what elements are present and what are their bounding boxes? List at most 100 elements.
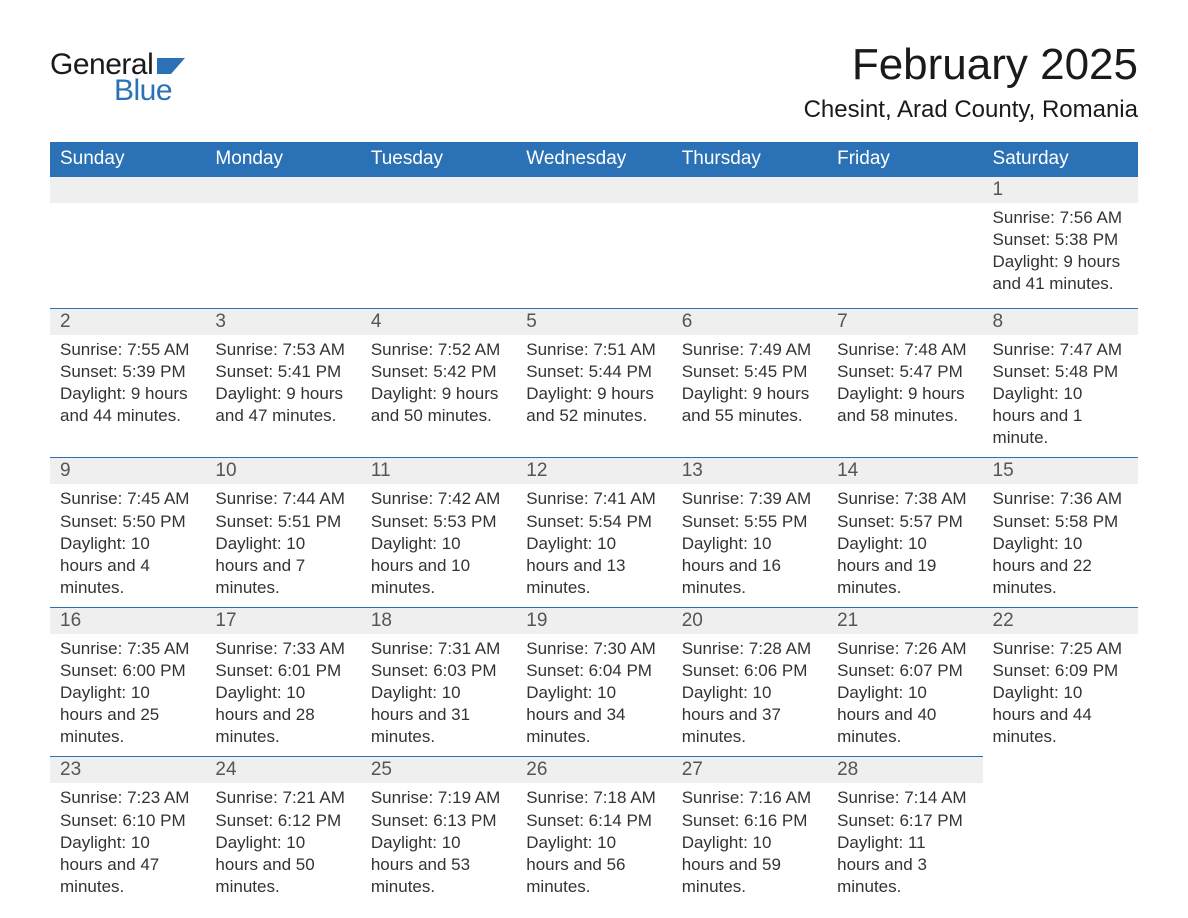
sunset-text: Sunset: 6:01 PM (215, 660, 350, 682)
calendar-day-cell: 2Sunrise: 7:55 AMSunset: 5:39 PMDaylight… (50, 308, 205, 457)
sunrise-text: Sunrise: 7:14 AM (837, 787, 972, 809)
day-number: 17 (205, 607, 360, 634)
calendar-day-cell: 24Sunrise: 7:21 AMSunset: 6:12 PMDayligh… (205, 756, 360, 905)
calendar-day-cell: 28Sunrise: 7:14 AMSunset: 6:17 PMDayligh… (827, 756, 982, 905)
day-content: Sunrise: 7:33 AMSunset: 6:01 PMDaylight:… (205, 634, 360, 756)
sunrise-text: Sunrise: 7:33 AM (215, 638, 350, 660)
daylight-text: Daylight: 9 hours and 55 minutes. (682, 383, 817, 427)
daylight-text: Daylight: 10 hours and 13 minutes. (526, 533, 661, 599)
calendar-week-row: 9Sunrise: 7:45 AMSunset: 5:50 PMDaylight… (50, 457, 1138, 606)
day-content: Sunrise: 7:47 AMSunset: 5:48 PMDaylight:… (983, 335, 1138, 457)
calendar-day-cell: 27Sunrise: 7:16 AMSunset: 6:16 PMDayligh… (672, 756, 827, 905)
calendar-day-cell: 25Sunrise: 7:19 AMSunset: 6:13 PMDayligh… (361, 756, 516, 905)
sunset-text: Sunset: 6:12 PM (215, 810, 350, 832)
empty-day-strip (50, 176, 205, 203)
daylight-text: Daylight: 10 hours and 53 minutes. (371, 832, 506, 898)
daylight-text: Daylight: 9 hours and 44 minutes. (60, 383, 195, 427)
day-content: Sunrise: 7:35 AMSunset: 6:00 PMDaylight:… (50, 634, 205, 756)
daylight-text: Daylight: 11 hours and 3 minutes. (837, 832, 972, 898)
sunset-text: Sunset: 6:00 PM (60, 660, 195, 682)
sunrise-text: Sunrise: 7:52 AM (371, 339, 506, 361)
day-number: 3 (205, 308, 360, 335)
day-number: 8 (983, 308, 1138, 335)
sunrise-text: Sunrise: 7:26 AM (837, 638, 972, 660)
day-content: Sunrise: 7:38 AMSunset: 5:57 PMDaylight:… (827, 484, 982, 606)
calendar-day-cell (516, 176, 671, 308)
calendar-table: SundayMondayTuesdayWednesdayThursdayFrid… (50, 142, 1138, 906)
sunrise-text: Sunrise: 7:55 AM (60, 339, 195, 361)
calendar-day-cell (983, 756, 1138, 905)
sunset-text: Sunset: 5:57 PM (837, 511, 972, 533)
daylight-text: Daylight: 10 hours and 31 minutes. (371, 682, 506, 748)
day-content: Sunrise: 7:18 AMSunset: 6:14 PMDaylight:… (516, 783, 671, 905)
sunrise-text: Sunrise: 7:48 AM (837, 339, 972, 361)
daylight-text: Daylight: 10 hours and 37 minutes. (682, 682, 817, 748)
sunset-text: Sunset: 5:51 PM (215, 511, 350, 533)
day-number: 28 (827, 756, 982, 783)
daylight-text: Daylight: 9 hours and 41 minutes. (993, 251, 1128, 295)
daylight-text: Daylight: 10 hours and 50 minutes. (215, 832, 350, 898)
day-content: Sunrise: 7:39 AMSunset: 5:55 PMDaylight:… (672, 484, 827, 606)
calendar-day-cell: 23Sunrise: 7:23 AMSunset: 6:10 PMDayligh… (50, 756, 205, 905)
calendar-day-cell: 4Sunrise: 7:52 AMSunset: 5:42 PMDaylight… (361, 308, 516, 457)
daylight-text: Daylight: 10 hours and 28 minutes. (215, 682, 350, 748)
calendar-day-cell: 21Sunrise: 7:26 AMSunset: 6:07 PMDayligh… (827, 607, 982, 756)
day-number: 15 (983, 457, 1138, 484)
day-number: 12 (516, 457, 671, 484)
sunrise-text: Sunrise: 7:30 AM (526, 638, 661, 660)
calendar-day-cell: 26Sunrise: 7:18 AMSunset: 6:14 PMDayligh… (516, 756, 671, 905)
day-number: 24 (205, 756, 360, 783)
day-content: Sunrise: 7:44 AMSunset: 5:51 PMDaylight:… (205, 484, 360, 606)
day-number: 2 (50, 308, 205, 335)
sunrise-text: Sunrise: 7:47 AM (993, 339, 1128, 361)
day-number: 21 (827, 607, 982, 634)
calendar-day-cell: 11Sunrise: 7:42 AMSunset: 5:53 PMDayligh… (361, 457, 516, 606)
daylight-text: Daylight: 9 hours and 47 minutes. (215, 383, 350, 427)
calendar-day-cell: 16Sunrise: 7:35 AMSunset: 6:00 PMDayligh… (50, 607, 205, 756)
day-number: 13 (672, 457, 827, 484)
calendar-day-cell: 15Sunrise: 7:36 AMSunset: 5:58 PMDayligh… (983, 457, 1138, 606)
sunset-text: Sunset: 5:58 PM (993, 511, 1128, 533)
calendar-week-row: 23Sunrise: 7:23 AMSunset: 6:10 PMDayligh… (50, 756, 1138, 905)
day-content: Sunrise: 7:21 AMSunset: 6:12 PMDaylight:… (205, 783, 360, 905)
sunrise-text: Sunrise: 7:53 AM (215, 339, 350, 361)
day-content: Sunrise: 7:26 AMSunset: 6:07 PMDaylight:… (827, 634, 982, 756)
day-content: Sunrise: 7:31 AMSunset: 6:03 PMDaylight:… (361, 634, 516, 756)
calendar-day-cell: 14Sunrise: 7:38 AMSunset: 5:57 PMDayligh… (827, 457, 982, 606)
day-number: 1 (983, 176, 1138, 203)
sunset-text: Sunset: 5:44 PM (526, 361, 661, 383)
calendar-day-cell: 10Sunrise: 7:44 AMSunset: 5:51 PMDayligh… (205, 457, 360, 606)
day-content: Sunrise: 7:19 AMSunset: 6:13 PMDaylight:… (361, 783, 516, 905)
day-content: Sunrise: 7:23 AMSunset: 6:10 PMDaylight:… (50, 783, 205, 905)
brand-text-blue: Blue (114, 74, 172, 108)
sunset-text: Sunset: 6:10 PM (60, 810, 195, 832)
daylight-text: Daylight: 10 hours and 59 minutes. (682, 832, 817, 898)
weekday-header: Thursday (672, 142, 827, 176)
sunset-text: Sunset: 6:07 PM (837, 660, 972, 682)
day-number: 7 (827, 308, 982, 335)
sunset-text: Sunset: 5:53 PM (371, 511, 506, 533)
calendar-day-cell: 22Sunrise: 7:25 AMSunset: 6:09 PMDayligh… (983, 607, 1138, 756)
sunrise-text: Sunrise: 7:25 AM (993, 638, 1128, 660)
sunrise-text: Sunrise: 7:49 AM (682, 339, 817, 361)
daylight-text: Daylight: 10 hours and 40 minutes. (837, 682, 972, 748)
sunset-text: Sunset: 6:04 PM (526, 660, 661, 682)
day-content: Sunrise: 7:55 AMSunset: 5:39 PMDaylight:… (50, 335, 205, 435)
sunset-text: Sunset: 5:42 PM (371, 361, 506, 383)
daylight-text: Daylight: 9 hours and 58 minutes. (837, 383, 972, 427)
day-content: Sunrise: 7:49 AMSunset: 5:45 PMDaylight:… (672, 335, 827, 435)
day-content: Sunrise: 7:56 AMSunset: 5:38 PMDaylight:… (983, 203, 1138, 303)
sunrise-text: Sunrise: 7:41 AM (526, 488, 661, 510)
calendar-day-cell: 18Sunrise: 7:31 AMSunset: 6:03 PMDayligh… (361, 607, 516, 756)
calendar-day-cell: 12Sunrise: 7:41 AMSunset: 5:54 PMDayligh… (516, 457, 671, 606)
day-content: Sunrise: 7:41 AMSunset: 5:54 PMDaylight:… (516, 484, 671, 606)
day-number: 18 (361, 607, 516, 634)
calendar-day-cell: 6Sunrise: 7:49 AMSunset: 5:45 PMDaylight… (672, 308, 827, 457)
empty-day-strip (205, 176, 360, 203)
daylight-text: Daylight: 10 hours and 44 minutes. (993, 682, 1128, 748)
calendar-day-cell: 19Sunrise: 7:30 AMSunset: 6:04 PMDayligh… (516, 607, 671, 756)
day-number: 25 (361, 756, 516, 783)
calendar-week-row: 1Sunrise: 7:56 AMSunset: 5:38 PMDaylight… (50, 176, 1138, 308)
sunset-text: Sunset: 5:47 PM (837, 361, 972, 383)
daylight-text: Daylight: 10 hours and 56 minutes. (526, 832, 661, 898)
